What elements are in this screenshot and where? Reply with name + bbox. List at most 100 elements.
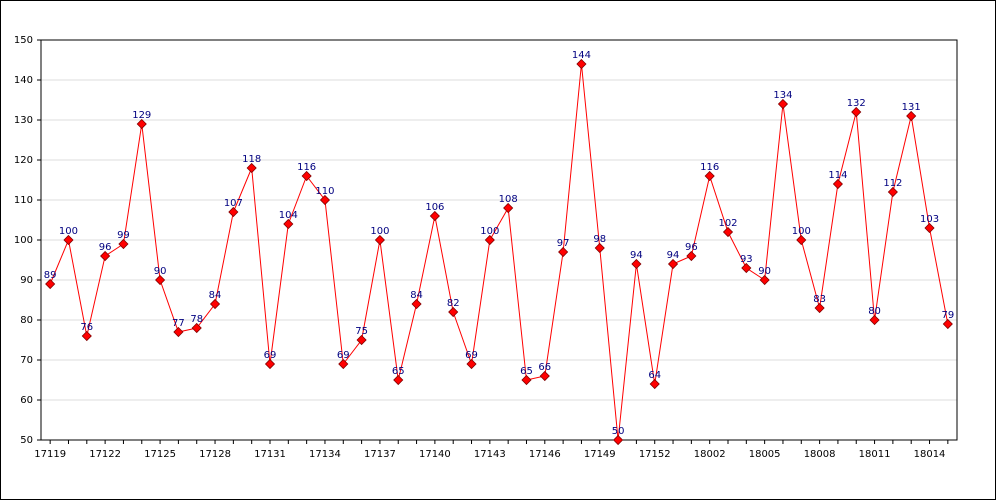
value-label: 112 [883, 178, 902, 189]
value-label: 96 [685, 242, 698, 253]
point [100, 250, 111, 262]
y-tick-label: 80 [20, 315, 33, 326]
value-label: 134 [773, 90, 792, 101]
point [155, 274, 166, 286]
value-label: 129 [132, 110, 151, 121]
x-tick-label: 17143 [474, 449, 506, 460]
point [631, 258, 642, 270]
x-tick-label: 17131 [254, 449, 286, 460]
plot-area [40, 39, 958, 441]
y-tick-label: 70 [20, 355, 33, 366]
value-label: 107 [224, 198, 243, 209]
point [704, 170, 715, 182]
value-label: 99 [117, 230, 130, 241]
value-label: 90 [154, 266, 167, 277]
point [942, 318, 953, 330]
point [576, 58, 587, 70]
point [796, 234, 807, 246]
point [649, 378, 660, 390]
point [539, 370, 550, 382]
point [283, 218, 294, 230]
point [356, 334, 367, 346]
value-label: 69 [465, 350, 478, 361]
value-label: 96 [99, 242, 112, 253]
y-tick-label: 50 [20, 435, 33, 446]
point [686, 250, 697, 262]
point [466, 358, 477, 370]
x-tick-label: 18014 [914, 449, 946, 460]
value-label: 89 [44, 270, 57, 281]
x-tick-label: 18011 [859, 449, 891, 460]
point [301, 170, 312, 182]
value-label: 100 [370, 226, 389, 237]
point [741, 262, 752, 274]
value-label: 118 [242, 154, 261, 165]
value-label: 100 [480, 226, 499, 237]
point [173, 326, 184, 338]
y-tick-label: 60 [20, 395, 33, 406]
value-label: 94 [667, 250, 680, 261]
point [558, 246, 569, 258]
value-label: 77 [172, 318, 185, 329]
value-label: 84 [410, 290, 423, 301]
point [411, 298, 422, 310]
point [63, 234, 74, 246]
value-label: 64 [648, 370, 661, 381]
y-tick-label: 110 [14, 195, 33, 206]
value-label: 69 [264, 350, 277, 361]
value-label: 110 [315, 186, 334, 197]
x-tick-label: 17122 [89, 449, 121, 460]
value-label: 78 [190, 314, 203, 325]
value-label: 116 [297, 162, 316, 173]
value-label: 98 [593, 234, 606, 245]
x-tick-label: 17152 [639, 449, 671, 460]
value-label: 144 [572, 50, 591, 61]
point [503, 202, 514, 214]
point [118, 238, 129, 250]
value-label: 83 [813, 294, 826, 305]
value-label: 66 [538, 362, 551, 373]
value-label: 104 [279, 210, 298, 221]
point [869, 314, 880, 326]
value-label: 50 [612, 426, 625, 437]
value-label: 76 [80, 322, 93, 333]
value-label: 116 [700, 162, 719, 173]
x-tick-label: 17128 [199, 449, 231, 460]
point [832, 178, 843, 190]
x-tick-label: 18008 [804, 449, 836, 460]
x-tick-label: 17137 [364, 449, 396, 460]
y-tick-label: 100 [14, 235, 33, 246]
point [851, 106, 862, 118]
value-label: 106 [425, 202, 444, 213]
point [429, 210, 440, 222]
point [906, 110, 917, 122]
x-tick-label: 17149 [584, 449, 616, 460]
point [264, 358, 276, 370]
value-label: 65 [520, 366, 533, 377]
point [759, 274, 770, 286]
point [136, 118, 147, 130]
value-label: 102 [718, 218, 737, 229]
value-label: 94 [630, 250, 643, 261]
point [448, 306, 459, 318]
data-line [49, 63, 949, 441]
value-label: 79 [941, 310, 954, 321]
point [777, 98, 789, 110]
point [338, 358, 349, 370]
value-label: 65 [392, 366, 405, 377]
point [722, 226, 734, 238]
value-label: 93 [740, 254, 753, 265]
x-tick-label: 18002 [694, 449, 726, 460]
point [246, 162, 257, 174]
value-label: 97 [557, 238, 570, 249]
value-label: 84 [209, 290, 222, 301]
point [374, 234, 385, 246]
x-tick-label: 17125 [144, 449, 176, 460]
point [613, 434, 624, 446]
point [814, 302, 825, 314]
value-label: 108 [499, 194, 518, 205]
value-label: 114 [828, 170, 847, 181]
point [81, 330, 92, 342]
